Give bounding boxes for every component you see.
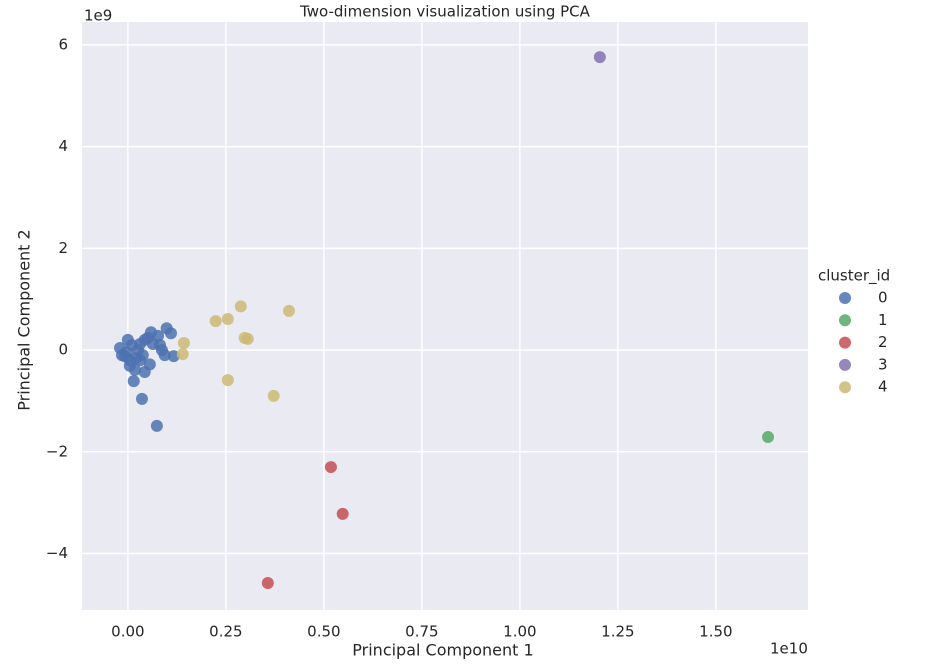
legend-label: 0 <box>878 289 888 307</box>
y-axis-label: Principal Component 2 <box>15 229 34 410</box>
legend-marker <box>839 358 851 371</box>
point <box>324 461 337 474</box>
y-tick-label: 2 <box>58 239 68 257</box>
x-tick-label: 1.25 <box>601 623 634 641</box>
point <box>261 577 274 590</box>
point <box>282 304 295 317</box>
point <box>177 336 190 349</box>
point <box>176 348 189 361</box>
point <box>128 363 141 376</box>
legend-label: 3 <box>878 355 888 373</box>
point <box>134 354 147 367</box>
y-tick-label: 4 <box>58 137 68 155</box>
point <box>138 333 151 346</box>
point <box>762 431 775 444</box>
point <box>150 419 163 432</box>
x-tick-label: 1.50 <box>699 623 732 641</box>
y-tick-label: −4 <box>46 544 68 562</box>
point <box>336 507 349 520</box>
point <box>152 329 165 342</box>
legend-label: 2 <box>878 333 888 351</box>
y-tick-label: 6 <box>58 35 68 53</box>
x-tick-label: 0.75 <box>405 623 438 641</box>
point <box>234 300 247 313</box>
x-axis-label: Principal Component 1 <box>352 641 533 660</box>
legend-marker <box>839 314 851 327</box>
point <box>221 374 234 387</box>
legend-marker <box>839 381 851 394</box>
legend-marker <box>839 292 851 304</box>
point <box>267 389 280 402</box>
point <box>135 392 148 405</box>
plot-area <box>82 22 808 610</box>
point <box>241 332 254 345</box>
x-tick-label: 0.00 <box>111 623 144 641</box>
point <box>143 358 156 371</box>
legend-marker <box>839 336 851 349</box>
point <box>164 327 177 340</box>
x-tick-label: 0.25 <box>209 623 242 641</box>
point <box>115 349 128 362</box>
point <box>221 313 234 326</box>
x-offset-label: 1e10 <box>770 640 808 658</box>
x-tick-label: 0.50 <box>307 623 340 641</box>
legend-label: 1 <box>878 311 888 329</box>
point <box>167 350 180 363</box>
chart-title: Two-dimension visualization using PCA <box>299 3 591 21</box>
point <box>121 333 134 346</box>
y-tick-label: 0 <box>58 341 68 359</box>
y-offset-label: 1e9 <box>84 7 112 25</box>
point <box>158 349 171 362</box>
point <box>209 315 222 328</box>
point <box>127 375 140 388</box>
legend-label: 4 <box>878 378 888 396</box>
legend-title: cluster_id <box>818 267 890 286</box>
point <box>593 51 606 64</box>
y-tick-label: −2 <box>46 442 68 460</box>
x-tick-label: 1.00 <box>503 623 536 641</box>
